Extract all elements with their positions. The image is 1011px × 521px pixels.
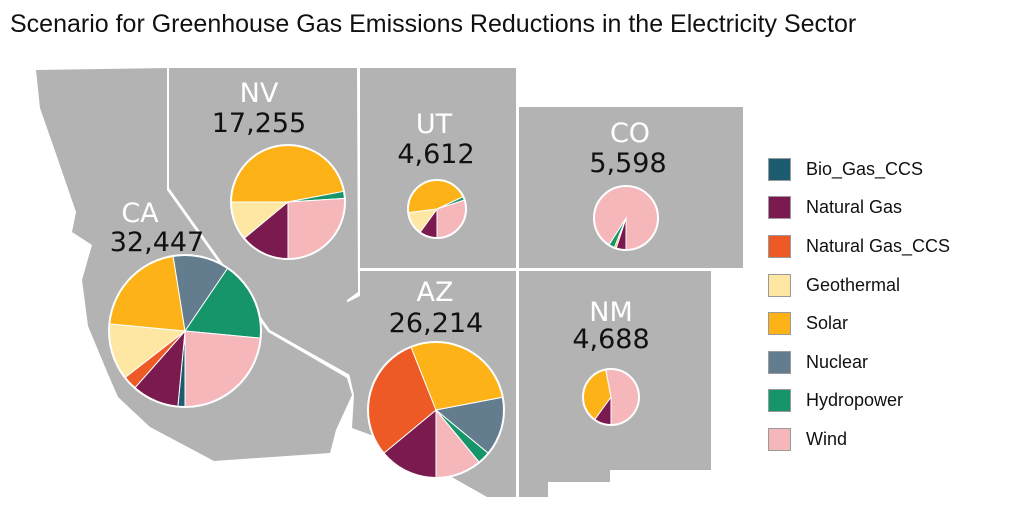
chart-title: Scenario for Greenhouse Gas Emissions Re… <box>10 10 857 38</box>
legend-swatch <box>768 389 791 413</box>
legend: Bio_Gas_CCS Natural Gas Natural Gas_CCS … <box>768 150 950 459</box>
legend-label: Nuclear <box>806 351 869 372</box>
legend-swatch <box>768 312 791 336</box>
pie-outline-nm <box>582 368 640 426</box>
pie-outline-nv <box>230 144 346 260</box>
pie-co <box>593 185 659 251</box>
state-value-co: 5,598 <box>589 148 666 179</box>
state-label-az: AZ <box>417 277 454 308</box>
state-label-nm: NM <box>589 297 633 328</box>
legend-swatch <box>768 350 791 374</box>
legend-item: Solar <box>768 304 950 343</box>
legend-label: Natural Gas_CCS <box>806 235 951 256</box>
pie-outline-az <box>367 341 505 479</box>
state-label-co: CO <box>610 118 650 149</box>
pie-nv <box>230 144 346 260</box>
legend-item: Natural Gas_CCS <box>768 227 950 266</box>
legend-item: Nuclear <box>768 343 950 382</box>
legend-label: Natural Gas <box>806 197 903 218</box>
state-value-ca: 32,447 <box>110 227 204 258</box>
pie-ut <box>407 179 467 239</box>
pie-az <box>367 341 505 479</box>
state-shape-ut <box>360 68 516 268</box>
legend-item: Geothermal <box>768 266 950 305</box>
legend-label: Solar <box>806 313 849 334</box>
pie-outline-ut <box>407 179 467 239</box>
legend-item: Wind <box>768 420 950 459</box>
legend-item: Hydropower <box>768 382 950 421</box>
pie-nm <box>582 368 640 426</box>
legend-label: Bio_Gas_CCS <box>806 158 924 179</box>
state-value-az: 26,214 <box>389 308 483 339</box>
pie-ca <box>108 254 262 408</box>
legend-swatch <box>768 234 791 258</box>
legend-item: Bio_Gas_CCS <box>768 150 950 189</box>
state-value-nm: 4,688 <box>572 324 649 355</box>
legend-swatch <box>768 273 791 297</box>
pie-outline-ca <box>108 254 262 408</box>
legend-item: Natural Gas <box>768 189 950 228</box>
state-value-ut: 4,612 <box>397 139 474 170</box>
state-label-ca: CA <box>121 198 159 229</box>
legend-swatch <box>768 427 791 451</box>
legend-swatch <box>768 196 791 220</box>
legend-label: Wind <box>806 428 848 449</box>
state-label-ut: UT <box>416 109 453 140</box>
legend-swatch <box>768 157 791 181</box>
legend-label: Hydropower <box>806 390 904 411</box>
state-value-nv: 17,255 <box>212 108 306 139</box>
state-labels: CA 32,447 NV 17,255 UT 4,612 CO 5,598 AZ… <box>110 78 667 355</box>
legend-label: Geothermal <box>806 274 901 295</box>
state-label-nv: NV <box>240 78 279 109</box>
pie-outline-co <box>593 185 659 251</box>
pie-charts <box>108 144 659 479</box>
